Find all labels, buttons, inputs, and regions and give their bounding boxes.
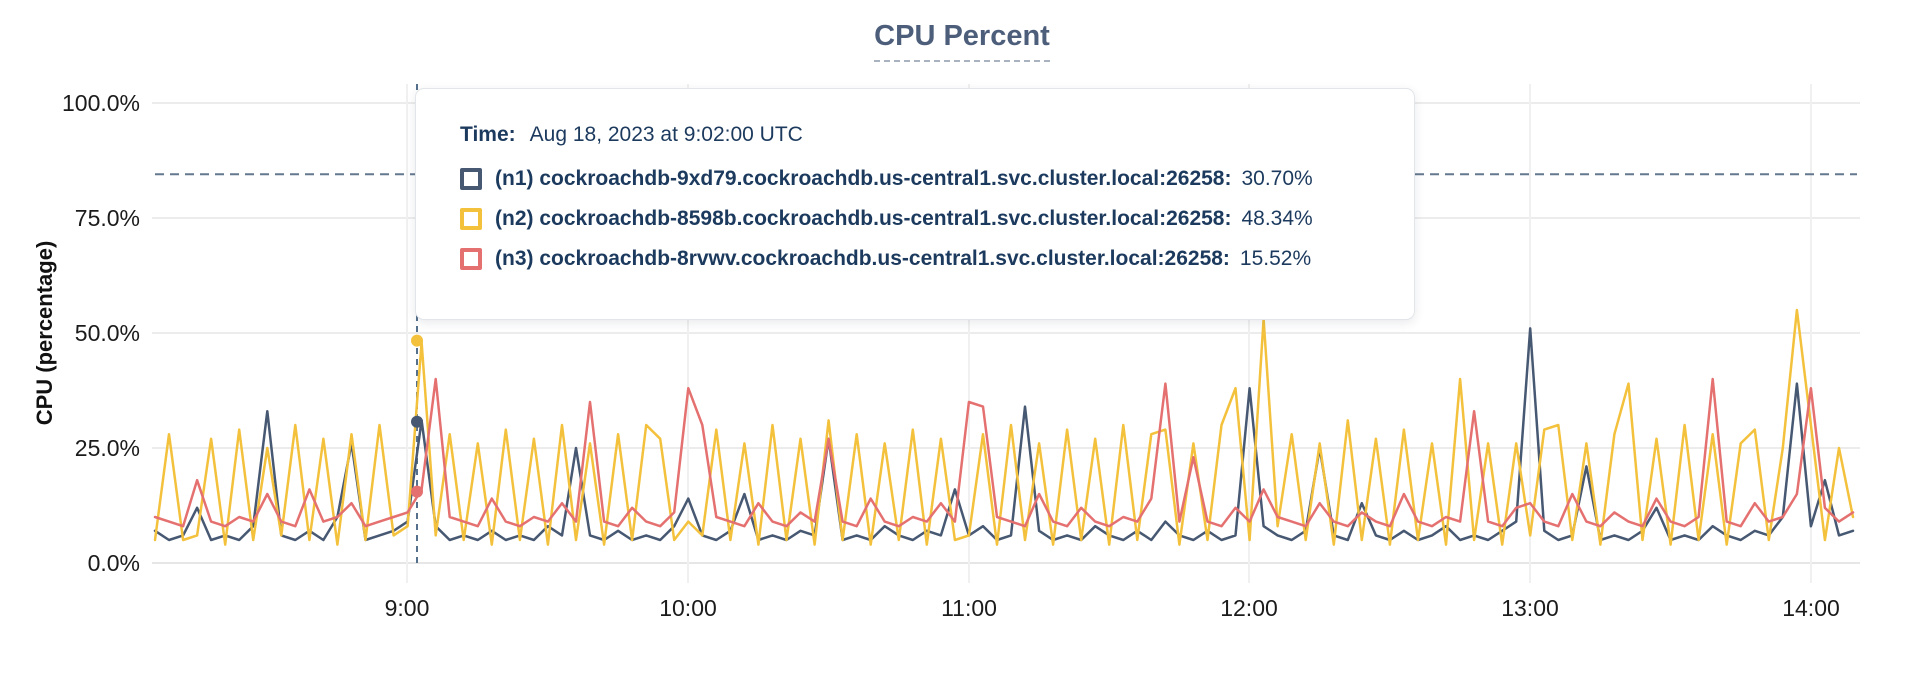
y-tick-100: 100.0%: [62, 90, 140, 116]
y-tick-25: 25.0%: [75, 435, 140, 461]
series-swatch-n2: [460, 208, 482, 230]
x-tick-11: 11:00: [941, 595, 997, 621]
series-value-n3: 15.52%: [1239, 247, 1312, 270]
hover-tooltip: Time: Aug 18, 2023 at 9:02:00 UTC (n1) co…: [415, 88, 1415, 320]
series-swatch-n3: [460, 248, 482, 270]
series-value-n1: 30.70%: [1241, 167, 1313, 190]
tooltip-time-label: Time:: [460, 123, 516, 146]
series-value-n2: 48.34%: [1241, 207, 1313, 230]
tooltip-series-row-n2: (n2) cockroachdb-8598b.cockroachdb.us-ce…: [460, 207, 1378, 231]
x-tick-12: 12:00: [1220, 595, 1278, 621]
series-label-n1: (n1) cockroachdb-9xd79.cockroachdb.us-ce…: [495, 167, 1232, 190]
tooltip-time-row: Time: Aug 18, 2023 at 9:02:00 UTC: [460, 123, 1378, 147]
series-label-n2: (n2) cockroachdb-8598b.cockroachdb.us-ce…: [495, 207, 1232, 230]
tooltip-series-row-n3: (n3) cockroachdb-8rvwv.cockroachdb.us-ce…: [460, 247, 1378, 271]
hover-dot-n3: [411, 485, 423, 498]
y-axis-title: CPU (percentage): [32, 241, 57, 426]
y-tick-75: 75.0%: [75, 205, 140, 231]
x-tick-9: 9:00: [385, 595, 430, 621]
tooltip-series-row-n1: (n1) cockroachdb-9xd79.cockroachdb.us-ce…: [460, 167, 1378, 191]
x-tick-13: 13:00: [1501, 595, 1559, 621]
series-label-n3: (n3) cockroachdb-8rvwv.cockroachdb.us-ce…: [495, 247, 1230, 270]
hover-dot-n2: [411, 334, 423, 347]
tooltip-time-value: Aug 18, 2023 at 9:02:00 UTC: [529, 123, 803, 146]
x-tick-10: 10:00: [659, 595, 717, 621]
hover-point-dots: [411, 334, 423, 498]
series-line-n1: [153, 327, 1855, 542]
series-swatch-n1: [460, 168, 482, 190]
chart-header: CPU Percent: [0, 20, 1924, 62]
x-axis-tick-labels: 9:00 10:00 11:00 12:00 13:00 14:00: [385, 595, 1840, 621]
series-lines: [153, 308, 1855, 546]
x-tick-14: 14:00: [1782, 595, 1840, 621]
series-line-n2: [153, 308, 1855, 546]
series-line-n3: [153, 377, 1855, 528]
y-axis-tick-labels: 100.0% 75.0% 50.0% 25.0% 0.0%: [62, 90, 140, 576]
hover-dot-n1: [411, 415, 423, 428]
y-tick-50: 50.0%: [75, 320, 140, 346]
y-tick-0: 0.0%: [88, 550, 140, 576]
chart-title: CPU Percent: [874, 20, 1050, 62]
